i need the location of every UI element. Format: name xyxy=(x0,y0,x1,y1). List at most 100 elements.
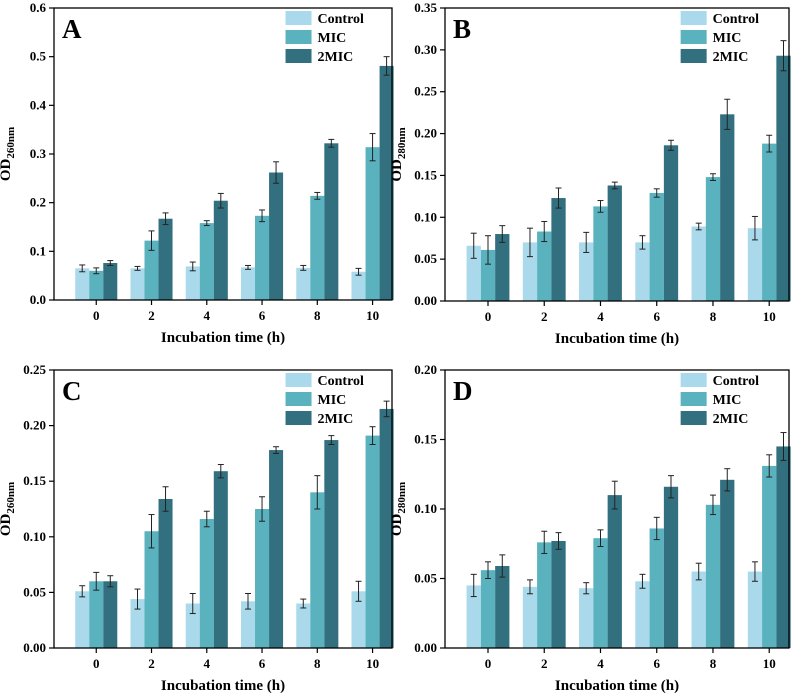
bar-control-6 xyxy=(240,601,256,648)
bar-control-8 xyxy=(691,571,706,648)
bar-control-4 xyxy=(185,266,200,300)
errorbar-2mic-10 xyxy=(383,56,390,76)
bar-mic-4 xyxy=(593,206,608,301)
bar-control-0 xyxy=(75,591,90,648)
bar-control-10 xyxy=(747,228,763,301)
errorbar-control-0 xyxy=(79,585,86,598)
bar-control-8 xyxy=(691,226,706,301)
errorbar-mic-6 xyxy=(259,496,266,522)
y-tick-label: 0.05 xyxy=(414,251,437,266)
errorbar-2mic-4 xyxy=(217,464,224,479)
errorbar-control-6 xyxy=(639,573,646,589)
bar-2mic-0 xyxy=(103,263,118,300)
errorbar-2mic-8 xyxy=(328,435,335,446)
y-tick-label: 0.1 xyxy=(30,243,46,258)
errorbar-mic-10 xyxy=(766,134,773,153)
y-tick-label: 0.00 xyxy=(414,640,437,655)
bar-control-8 xyxy=(296,603,311,648)
legend-swatch-mic xyxy=(680,30,707,44)
bar-2mic-2 xyxy=(158,498,173,648)
x-tick-label: 6 xyxy=(653,309,660,324)
errorbar-control-4 xyxy=(583,582,590,595)
errorbar-2mic-6 xyxy=(668,139,675,151)
errorbar-mic-10 xyxy=(766,454,773,478)
errorbar-2mic-0 xyxy=(499,225,506,243)
y-tick-label: 0.05 xyxy=(414,571,437,586)
errorbar-2mic-2 xyxy=(555,532,562,550)
errorbar-control-10 xyxy=(751,215,758,241)
legend-label-2mic: 2MIC xyxy=(318,50,354,65)
y-axis-label-sub: 260nm xyxy=(5,482,17,514)
legend-label-2mic: 2MIC xyxy=(713,50,749,65)
bar-control-2 xyxy=(522,242,538,301)
bar-mic-2 xyxy=(144,240,159,300)
y-axis-label: OD280nm xyxy=(389,127,408,181)
bar-2mic-8 xyxy=(324,143,339,300)
errorbar-2mic-2 xyxy=(162,486,169,512)
bar-2mic-2 xyxy=(551,198,566,301)
legend-label-control: Control xyxy=(713,12,760,27)
errorbar-control-2 xyxy=(134,588,141,610)
panel-d: 0.00 0.05 0.10 0.15 0.20 0 2 4 6 8 10 Incubation ti… xyxy=(389,362,791,693)
x-tick-label: 4 xyxy=(597,656,604,671)
errorbar-control-2 xyxy=(134,265,141,271)
errorbar-mic-8 xyxy=(314,191,321,200)
errorbar-2mic-0 xyxy=(499,554,506,578)
errorbar-2mic-6 xyxy=(668,475,675,499)
y-axis-label-sub: 280nm xyxy=(396,127,408,159)
errorbar-2mic-4 xyxy=(611,480,618,510)
legend-swatch-control xyxy=(285,373,312,387)
bar-mic-10 xyxy=(762,143,777,301)
errorbar-mic-0 xyxy=(93,267,100,275)
errorbar-mic-0 xyxy=(485,561,491,579)
x-tick-label: 0 xyxy=(93,308,100,323)
bar-mic-6 xyxy=(255,215,270,300)
legend: Control MIC 2MIC xyxy=(680,11,760,65)
errorbar-control-0 xyxy=(470,573,477,598)
bar-2mic-6 xyxy=(269,172,284,300)
y-tick-label: 0.00 xyxy=(23,640,46,655)
bar-2mic-6 xyxy=(663,486,679,648)
y-tick-label: 0.2 xyxy=(30,195,46,210)
legend-swatch-2mic xyxy=(680,49,707,63)
errorbar-control-6 xyxy=(245,593,252,610)
errorbar-control-8 xyxy=(300,598,307,609)
bar-control-4 xyxy=(579,242,594,301)
errorbar-mic-4 xyxy=(203,510,210,528)
errorbar-mic-8 xyxy=(709,494,716,516)
errorbar-control-2 xyxy=(526,227,533,258)
y-tick-label: 0.0 xyxy=(30,292,46,307)
bar-2mic-10 xyxy=(776,55,791,301)
y-axis-label-main: OD xyxy=(0,513,14,536)
y-tick-label: 0.10 xyxy=(414,209,437,224)
legend-label-2mic: 2MIC xyxy=(318,412,354,427)
errorbar-2mic-10 xyxy=(383,400,390,418)
legend-swatch-mic xyxy=(285,30,312,44)
errorbar-mic-2 xyxy=(541,530,548,554)
bar-mic-0 xyxy=(89,581,104,648)
errorbar-control-10 xyxy=(355,267,362,276)
bar-control-6 xyxy=(635,581,650,648)
y-tick-label: 0.20 xyxy=(414,362,437,377)
panel-label: A xyxy=(62,14,82,44)
bar-control-2 xyxy=(130,268,145,300)
panel-c: 0.00 0.05 0.10 0.15 0.20 0.25 0 2 4 6 8 10 Incubatio… xyxy=(0,362,394,693)
y-axis-label-main: OD xyxy=(0,158,14,181)
errorbar-2mic-2 xyxy=(555,187,562,209)
errorbar-control-8 xyxy=(300,264,307,271)
x-tick-label: 8 xyxy=(710,309,717,324)
legend-swatch-2mic xyxy=(285,411,312,425)
bar-control-6 xyxy=(240,267,256,300)
bar-mic-8 xyxy=(310,195,325,300)
bar-mic-10 xyxy=(365,147,380,300)
errorbar-mic-10 xyxy=(369,426,376,446)
errorbar-2mic-4 xyxy=(611,181,618,190)
errorbar-2mic-10 xyxy=(780,432,787,461)
y-tick-label: 0.05 xyxy=(23,584,46,599)
y-tick-label: 0.30 xyxy=(414,42,437,57)
y-tick-label: 0.20 xyxy=(414,126,437,141)
bar-mic-4 xyxy=(199,223,214,300)
errorbar-mic-6 xyxy=(653,188,660,198)
legend-swatch-2mic xyxy=(680,411,707,425)
